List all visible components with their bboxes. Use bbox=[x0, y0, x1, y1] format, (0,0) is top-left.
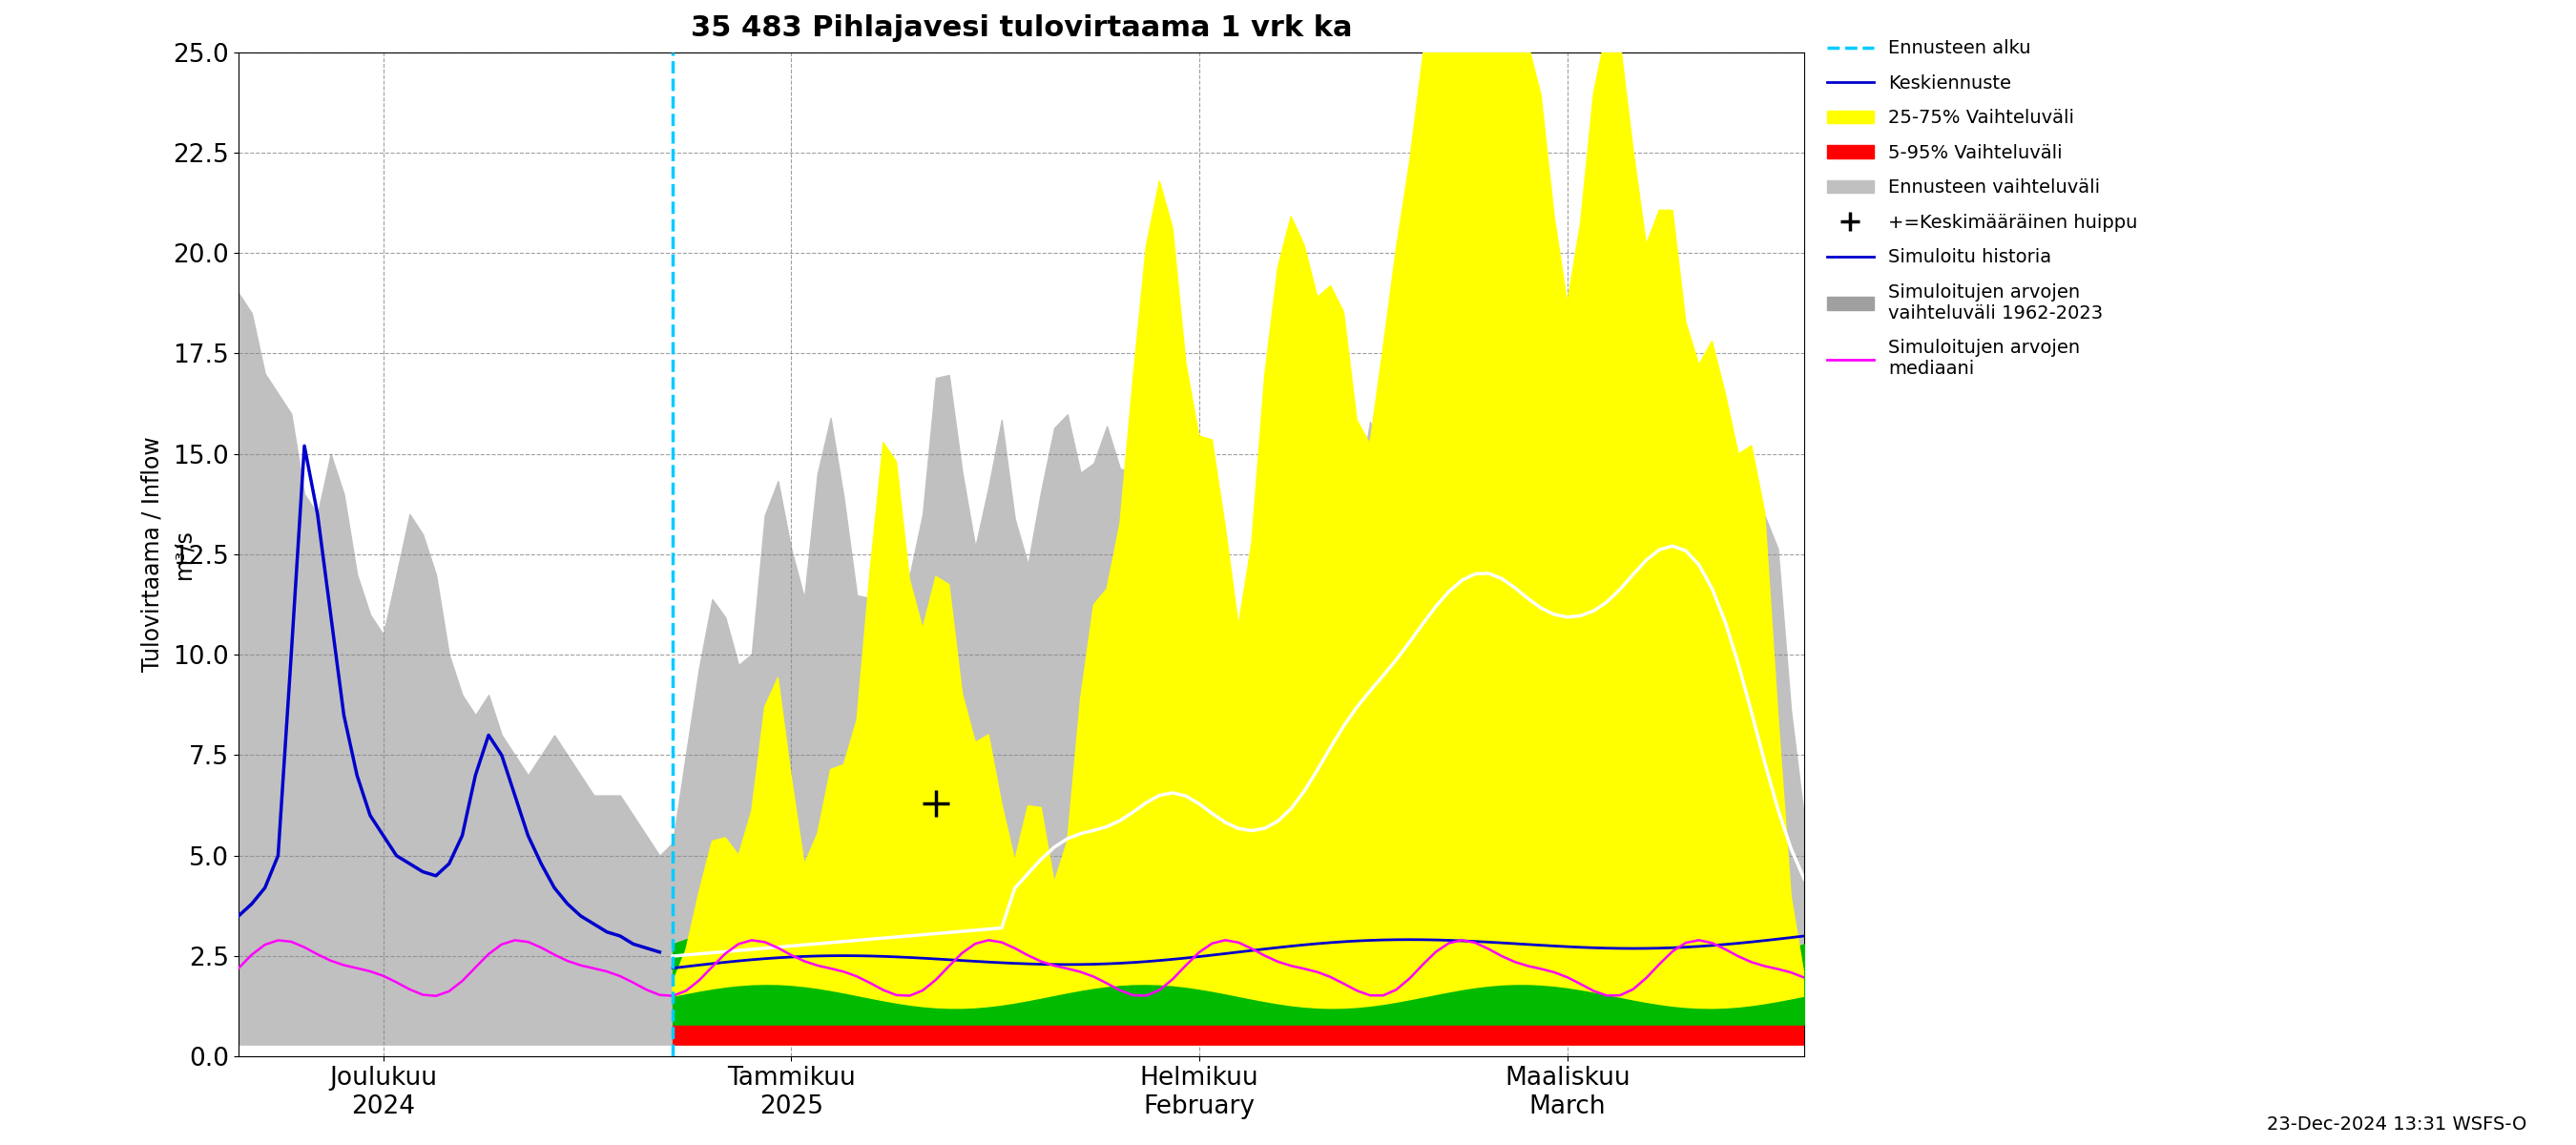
Title: 35 483 Pihlajavesi tulovirtaama 1 vrk ka: 35 483 Pihlajavesi tulovirtaama 1 vrk ka bbox=[690, 14, 1352, 42]
Text: m³/s: m³/s bbox=[173, 529, 196, 579]
Legend: Ennusteen alku, Keskiennuste, 25-75% Vaihteluväli, 5-95% Vaihteluväli, Ennusteen: Ennusteen alku, Keskiennuste, 25-75% Vai… bbox=[1819, 32, 2146, 386]
Text: 23-Dec-2024 13:31 WSFS-O: 23-Dec-2024 13:31 WSFS-O bbox=[2267, 1115, 2527, 1134]
Text: Tulovirtaama / Inflow: Tulovirtaama / Inflow bbox=[142, 436, 165, 672]
